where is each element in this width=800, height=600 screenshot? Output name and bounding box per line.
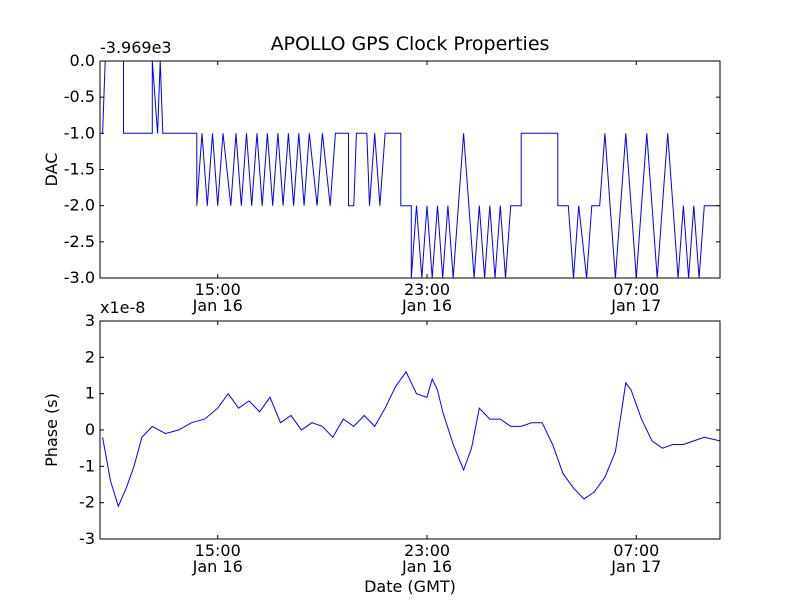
dac-ytick-label: -2.0 (64, 196, 95, 215)
dac-ytick-label: -2.5 (64, 232, 95, 251)
dac-xtick-date-label: Jan 16 (401, 296, 452, 315)
dac-ytick-label: 0.0 (70, 51, 95, 70)
phase-series-line-0 (102, 370, 720, 508)
phase-ytick-label: 2 (85, 347, 95, 366)
dac-xtick-date-label: Jan 17 (610, 296, 661, 315)
dac-series-line-0 (102, 61, 720, 278)
dac-xtick-time-label: 15:00 (195, 280, 241, 299)
dac-ytick-label: -1.0 (64, 123, 95, 142)
phase-x-axis-label: Date (GMT) (364, 577, 456, 596)
phase-xtick-date-label: Jan 16 (192, 557, 243, 576)
phase-xtick-date-label: Jan 16 (401, 557, 452, 576)
phase-ytick-label: -2 (79, 493, 95, 512)
dac-y-axis-label: DAC (42, 153, 61, 187)
dac-ytick-label: -3.0 (64, 268, 95, 287)
phase-ytick-label: -1 (79, 456, 95, 475)
phase-offset-label: x1e-8 (100, 298, 145, 317)
phase-xtick-time-label: 15:00 (195, 541, 241, 560)
dac-offset-label: -3.969e3 (100, 38, 172, 57)
phase-y-axis-label: Phase (s) (42, 393, 61, 467)
phase-xtick-time-label: 23:00 (404, 541, 450, 560)
phase-ytick-label: 3 (85, 311, 95, 330)
dac-chart-title: APOLLO GPS Clock Properties (271, 33, 550, 55)
phase-xtick-date-label: Jan 17 (610, 557, 661, 576)
dac-ytick-label: -0.5 (64, 87, 95, 106)
phase-ytick-label: 0 (85, 420, 95, 439)
dac-ytick-label: -1.5 (64, 160, 95, 179)
dac-xtick-time-label: 07:00 (613, 280, 659, 299)
phase-ytick-label: 1 (85, 384, 95, 403)
dac-xtick-date-label: Jan 16 (192, 296, 243, 315)
phase-ytick-label: -3 (79, 529, 95, 548)
phase-xtick-time-label: 07:00 (613, 541, 659, 560)
dac-xtick-time-label: 23:00 (404, 280, 450, 299)
